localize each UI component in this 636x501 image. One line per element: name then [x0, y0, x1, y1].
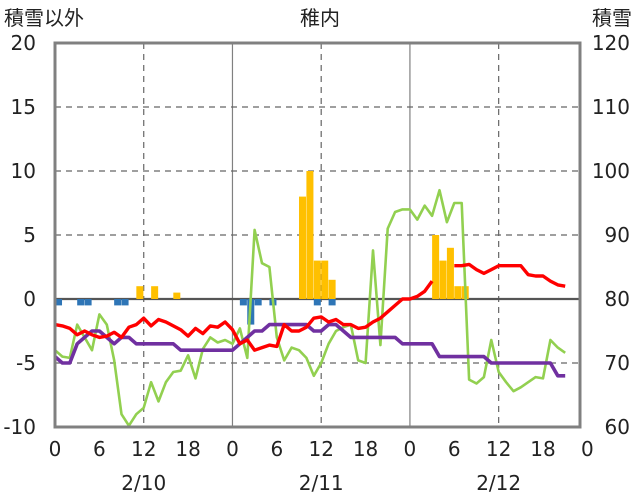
precip-bar	[446, 247, 454, 299]
plot-border	[53, 41, 582, 429]
sunshine-bar	[121, 299, 129, 306]
date-label: 2/10	[121, 471, 166, 495]
sunshine-bar	[239, 299, 247, 306]
y-tick-right: 120	[592, 31, 630, 55]
precip-bar	[136, 286, 144, 299]
y-tick-right: 60	[605, 415, 630, 439]
y-tick-right: 80	[605, 287, 630, 311]
bar-series	[55, 171, 469, 325]
sunshine-bar	[114, 299, 122, 306]
precip-bar	[328, 279, 336, 299]
wind-line	[54, 188, 566, 428]
chart-title: 稚内	[300, 6, 340, 30]
precip-bar	[313, 260, 321, 299]
right-axis-label: 積雪	[592, 6, 632, 30]
y-tick-left: 15	[11, 95, 36, 119]
y-tick-right: 90	[605, 223, 630, 247]
precip-bar	[306, 171, 314, 299]
date-label: 2/11	[299, 471, 344, 495]
x-tick-label: 0	[49, 437, 62, 461]
sunshine-bar	[77, 299, 85, 306]
x-tick-label: 0	[581, 437, 594, 461]
x-tick-label: 18	[175, 437, 200, 461]
sunshine-bar	[313, 299, 321, 306]
x-tick-label: 12	[486, 437, 511, 461]
line-series	[53, 188, 566, 428]
date-label: 2/12	[476, 471, 521, 495]
precip-bar	[439, 260, 447, 299]
x-tick-label: 18	[353, 437, 378, 461]
x-tick-label: 6	[93, 437, 106, 461]
y-tick-left: 0	[23, 287, 36, 311]
sunshine-bar	[55, 299, 63, 306]
x-tick-label: 6	[270, 437, 283, 461]
y-tick-right: 70	[605, 351, 630, 375]
sunshine-bar	[254, 299, 262, 306]
plot-frame	[53, 41, 582, 429]
sunshine-bar	[328, 299, 336, 306]
precip-bar	[454, 286, 462, 299]
left-axis-label: 積雪以外	[4, 6, 84, 30]
y-tick-right: 110	[592, 95, 630, 119]
y-tick-left: 20	[11, 31, 36, 55]
precip-bar	[173, 292, 181, 299]
y-tick-left: 5	[23, 223, 36, 247]
precip-bar	[321, 260, 329, 299]
x-tick-label: 6	[448, 437, 461, 461]
x-tick-label: 18	[530, 437, 555, 461]
precip-bar	[299, 196, 307, 299]
y-tick-left: 10	[11, 159, 36, 183]
temperature-line	[54, 280, 434, 352]
sunshine-bar	[84, 299, 92, 306]
x-tick-label: 0	[404, 437, 417, 461]
precip-bar	[151, 286, 159, 299]
x-tick-label: 12	[131, 437, 156, 461]
precip-bar	[432, 235, 440, 299]
snow_depth-line	[53, 322, 566, 378]
y-tick-left: -5	[16, 351, 36, 375]
y-tick-right: 100	[592, 159, 630, 183]
x-tick-label: 0	[226, 437, 239, 461]
y-tick-left: -10	[3, 415, 36, 439]
temperature_late-line	[454, 262, 566, 288]
x-tick-label: 12	[308, 437, 333, 461]
